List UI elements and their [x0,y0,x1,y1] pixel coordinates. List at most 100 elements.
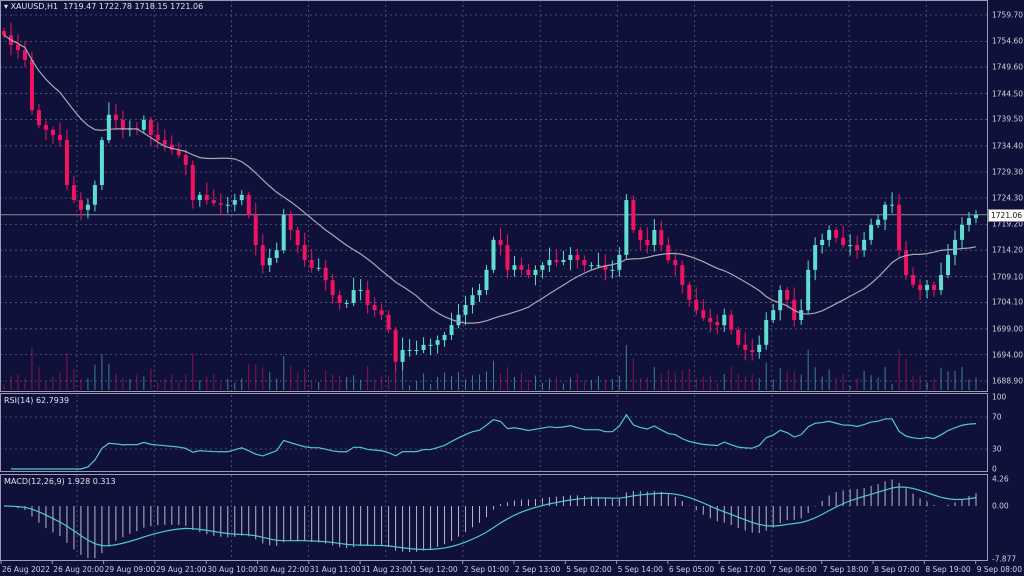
candle-bullish [925,284,930,291]
candle-bearish [918,284,923,291]
candle-bearish [904,250,909,276]
open-value: 1719.47 [63,2,97,11]
candle-bearish [218,203,223,205]
candle-bullish [197,194,202,201]
candle-bearish [603,265,608,270]
candle-bearish [176,149,181,156]
candle-bearish [526,269,531,276]
candle-bullish [344,302,349,304]
candle-bullish [806,269,811,311]
time-tick: 26 Aug 20:00 [53,565,104,574]
chart-header: ▾ XAUUSD,H1 1719.47 1722.78 1718.15 1721… [4,2,204,11]
candle-bearish [582,260,587,266]
candle-bullish [974,214,978,219]
candle-bearish [365,290,370,306]
candle-bullish [449,325,454,335]
time-tick: 29 Aug 21:00 [155,565,207,574]
candle-bearish [393,329,398,362]
candle-bullish [533,269,538,276]
candle-bearish [855,245,860,251]
candle-bullish [428,344,433,346]
candle-bearish [162,140,167,145]
rsi-level-0: 0 [992,464,997,474]
price-tick: 1719.20 [992,219,1024,229]
candle-bearish [253,215,258,246]
candle-bullish [722,314,727,326]
price-tick: 1749.60 [992,62,1024,72]
candle-bearish [113,114,118,120]
candle-bullish [652,230,657,246]
time-tick: 1 Sep 12:00 [412,565,458,574]
candle-bullish [267,257,272,266]
candle-bearish [743,344,748,350]
candle-bearish [309,260,314,268]
candle-bullish [848,245,853,247]
time-tick: 30 Aug 10:00 [207,565,258,574]
candle-bearish [204,194,209,201]
candle-bearish [43,125,48,130]
candle-bullish [953,239,958,255]
candle-bullish [400,349,405,362]
candle-bullish [813,245,818,270]
candle-bearish [323,267,328,281]
candle-bullish [99,140,104,186]
candle-bullish [351,290,356,303]
candle-bearish [295,230,300,246]
candle-bullish [470,295,475,306]
candle-bullish [281,215,286,251]
candle-bearish [673,260,678,266]
time-tick: 6 Sep 17:00 [720,565,766,574]
candle-bearish [372,305,377,311]
macd-tick-max: 4.26 [992,474,1009,484]
candle-bearish [680,265,685,285]
symbol-label: XAUUSD,H1 [10,2,59,11]
price-tick: 1734.40 [992,141,1024,151]
candle-bullish [540,265,545,270]
candle-bullish [106,114,111,141]
candle-bearish [71,185,76,201]
price-tick: 1729.30 [992,167,1024,177]
candle-bullish [596,265,601,267]
candle-bearish [932,284,937,291]
candle-bearish [57,134,62,141]
candle-bullish [820,239,825,246]
time-tick: 7 Sep 06:00 [771,565,817,574]
high-value: 1722.78 [98,2,132,11]
candle-bearish [337,295,342,303]
close-value: 1721.06 [170,2,204,11]
candle-bullish [771,310,776,320]
candle-bullish [624,200,629,255]
candle-bearish [386,314,391,330]
low-value: 1718.15 [134,2,168,11]
candle-bullish [141,119,146,130]
candle-bearish [155,134,160,141]
candle-bearish [708,317,713,323]
candle-bearish [120,119,125,130]
candle-bearish [834,230,839,238]
candle-bullish [512,265,517,270]
time-tick: 6 Sep 05:00 [668,565,715,574]
candle-bearish [687,284,692,300]
price-tick: 1699.00 [992,324,1024,334]
candle-bullish [407,349,412,351]
candle-bullish [827,230,832,240]
candle-bearish [148,119,153,135]
candle-bearish [211,200,216,204]
time-tick: 7 Sep 18:00 [822,565,869,574]
candle-bearish [29,59,34,111]
candle-bullish [561,260,566,263]
candle-bearish [36,110,41,126]
candle-bullish [778,290,783,311]
candle-bullish [491,239,496,270]
main-panel-border [0,0,988,392]
macd-tick-min: -7.877 [992,554,1017,564]
candle-bullish [757,344,762,353]
candle-bullish [92,185,97,205]
price-tick: 1709.10 [992,272,1024,282]
candle-bullish [939,275,944,291]
candle-bullish [876,219,881,225]
candle-bullish [589,265,594,267]
rsi-level-70: 70 [992,412,1002,422]
rsi-level-30: 30 [992,444,1002,454]
candle-bearish [190,164,195,201]
